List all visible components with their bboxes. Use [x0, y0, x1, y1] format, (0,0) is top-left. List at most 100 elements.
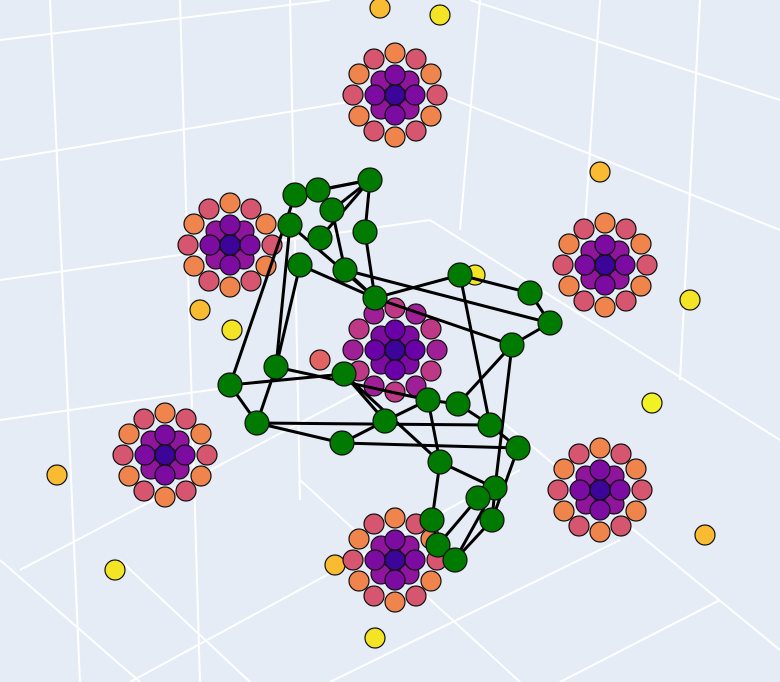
- cluster-node: [636, 254, 658, 276]
- cluster-node: [154, 402, 176, 424]
- cluster-node: [625, 458, 647, 480]
- cluster-node: [364, 627, 386, 649]
- cluster-node: [384, 126, 406, 148]
- cluster-node: [183, 213, 205, 235]
- hub-node: [282, 182, 308, 208]
- cluster-node: [641, 392, 663, 414]
- cluster-node: [384, 507, 406, 529]
- grid-line: [179, 0, 201, 682]
- hub-node: [352, 219, 378, 245]
- cluster-node: [324, 554, 346, 576]
- hub-node: [427, 449, 453, 475]
- cluster-node: [553, 500, 575, 522]
- cluster-node: [348, 570, 370, 592]
- edge: [274, 224, 292, 368]
- hub-node: [305, 177, 331, 203]
- cluster-node: [154, 424, 176, 446]
- cluster-node: [574, 254, 596, 276]
- cluster-node: [553, 458, 575, 480]
- edge: [374, 296, 513, 347]
- cluster-node: [420, 63, 442, 85]
- hub-node: [319, 197, 345, 223]
- cluster-node: [384, 319, 406, 341]
- cluster-node: [348, 318, 370, 340]
- cluster-node: [573, 290, 595, 312]
- cluster-node: [573, 218, 595, 240]
- hub-node: [329, 430, 355, 456]
- cluster-node: [219, 276, 241, 298]
- cluster-node: [384, 569, 406, 591]
- cluster-node: [614, 254, 636, 276]
- hub-node: [362, 285, 388, 311]
- edge: [456, 343, 514, 406]
- edge: [344, 268, 551, 325]
- edge: [374, 273, 461, 300]
- hub-node: [477, 412, 503, 438]
- cluster-node: [183, 255, 205, 277]
- grid-line: [19, 359, 421, 571]
- cluster-node: [199, 234, 221, 256]
- cluster-node: [239, 234, 261, 256]
- cluster-node: [404, 549, 426, 571]
- cluster-node: [348, 63, 370, 85]
- cluster-node: [420, 360, 442, 382]
- grid-line: [289, 0, 301, 501]
- cluster-node: [594, 212, 616, 234]
- cluster-node: [133, 408, 155, 430]
- cluster-node: [198, 270, 220, 292]
- cluster-node: [240, 270, 262, 292]
- grid-line: [469, 0, 780, 101]
- grid-line: [129, 469, 521, 682]
- cluster-node: [384, 84, 406, 106]
- cluster-node: [594, 274, 616, 296]
- cluster-node: [594, 254, 616, 276]
- hub-node: [415, 387, 441, 413]
- cluster-node: [219, 254, 241, 276]
- edge: [229, 372, 345, 387]
- cluster-node: [384, 359, 406, 381]
- cluster-node: [104, 559, 126, 581]
- hub-node: [307, 225, 333, 251]
- cluster-node: [631, 479, 653, 501]
- cluster-node: [190, 423, 212, 445]
- cluster-node: [363, 513, 385, 535]
- cluster-node: [364, 84, 386, 106]
- hub-node: [499, 332, 525, 358]
- cluster-node: [221, 319, 243, 341]
- hub-node: [517, 280, 543, 306]
- cluster-node: [630, 275, 652, 297]
- cluster-node: [558, 233, 580, 255]
- cluster-node: [309, 349, 331, 371]
- cluster-node: [240, 198, 262, 220]
- cluster-node: [384, 339, 406, 361]
- cluster-node: [154, 464, 176, 486]
- grid-line: [0, 559, 141, 682]
- cluster-node: [384, 529, 406, 551]
- cluster-node: [594, 234, 616, 256]
- hub-node: [425, 532, 451, 558]
- grid-line: [429, 219, 780, 441]
- cluster-node: [569, 479, 591, 501]
- cluster-node: [405, 48, 427, 70]
- hub-node: [357, 167, 383, 193]
- edge: [458, 274, 492, 426]
- cluster-node: [342, 549, 364, 571]
- cluster-node: [589, 521, 611, 543]
- cluster-node: [342, 84, 364, 106]
- hub-node: [372, 408, 398, 434]
- hub-node: [244, 410, 270, 436]
- hub-node: [277, 212, 303, 238]
- grid-line: [679, 0, 701, 381]
- hub-node: [505, 435, 531, 461]
- cluster-node: [429, 4, 451, 26]
- cluster-node: [404, 84, 426, 106]
- cluster-node: [625, 500, 647, 522]
- grid-line: [119, 559, 251, 682]
- cluster-node: [174, 444, 196, 466]
- grid-line: [429, 89, 780, 231]
- cluster-node: [348, 105, 370, 127]
- cluster-node: [589, 437, 611, 459]
- cluster-node: [190, 465, 212, 487]
